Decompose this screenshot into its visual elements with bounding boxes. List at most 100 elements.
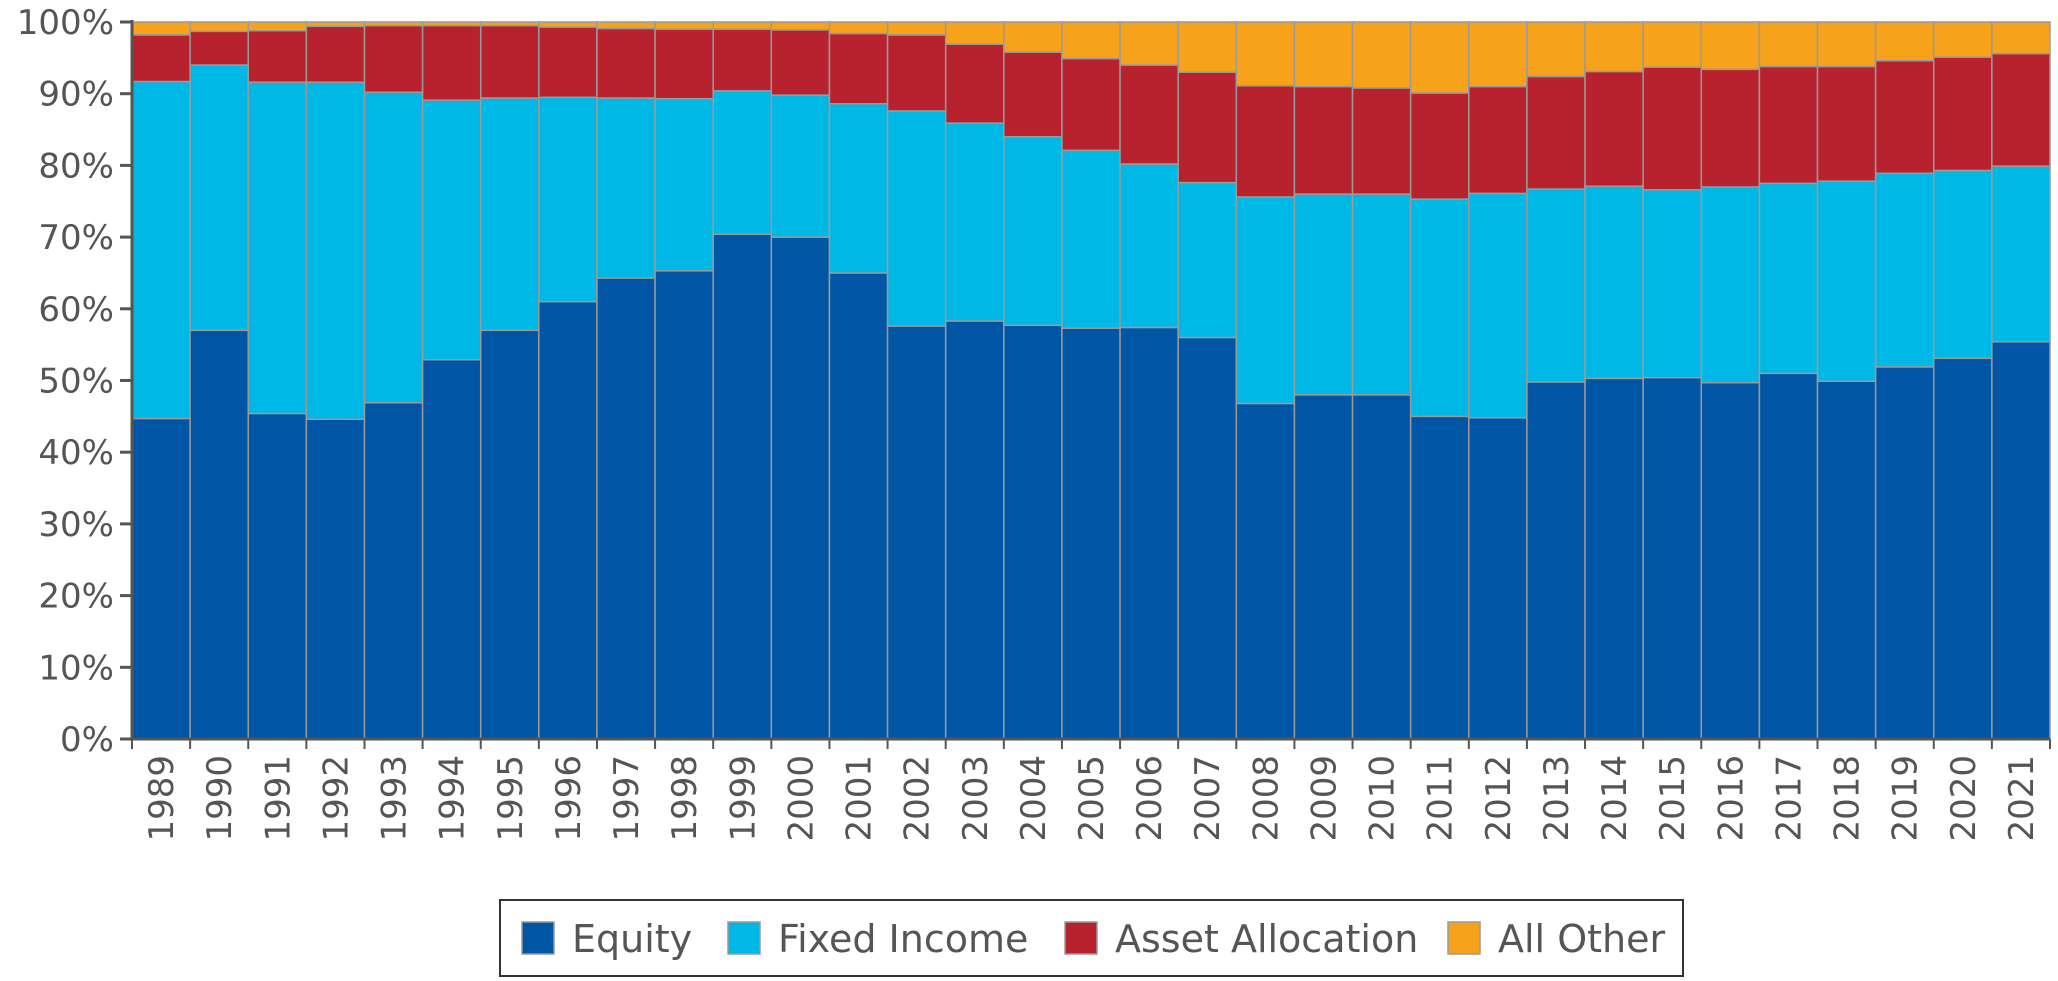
bar-equity-1993 xyxy=(363,401,424,740)
bar-asset-allocation-2019 xyxy=(1874,59,1935,175)
legend-swatch-asset-allocation xyxy=(1064,921,1098,955)
bar-asset-allocation-2010 xyxy=(1351,87,1412,195)
bar-all-other-2015 xyxy=(1642,21,1703,68)
bar-all-other-1999 xyxy=(712,21,773,30)
bar-asset-allocation-1993 xyxy=(363,24,424,94)
bar-equity-2017 xyxy=(1758,372,1819,740)
x-tick-label-2015: 2015 xyxy=(1653,755,1693,842)
bar-asset-allocation-1992 xyxy=(305,25,366,83)
bar-asset-allocation-1997 xyxy=(596,27,656,99)
bar-asset-allocation-2020 xyxy=(1933,56,1993,172)
bar-fixed-income-2021 xyxy=(1991,165,2051,343)
y-tick-label: 50% xyxy=(38,362,114,402)
x-tick-label-2013: 2013 xyxy=(1537,755,1577,842)
legend: Equity Fixed Income Asset Allocation All Ot… xyxy=(499,899,1684,977)
bar-all-other-1994 xyxy=(421,21,482,27)
bar-all-other-2016 xyxy=(1700,21,1761,71)
bar-all-other-2018 xyxy=(1816,21,1877,68)
bar-equity-2005 xyxy=(1061,327,1121,740)
bar-all-other-1996 xyxy=(538,21,598,28)
legend-label-asset-allocation: Asset Allocation xyxy=(1115,917,1418,961)
bar-all-other-2017 xyxy=(1758,21,1819,68)
bar-fixed-income-2009 xyxy=(1293,193,1354,396)
bar-fixed-income-1991 xyxy=(247,81,308,415)
bar-equity-2002 xyxy=(886,325,947,740)
bar-equity-1991 xyxy=(247,412,308,740)
bar-fixed-income-1993 xyxy=(363,91,424,404)
bar-equity-2021 xyxy=(1991,341,2051,740)
bar-fixed-income-2012 xyxy=(1468,192,1528,419)
bar-asset-allocation-2005 xyxy=(1061,57,1121,152)
x-tick-label-2018: 2018 xyxy=(1828,755,1868,842)
bar-equity-2010 xyxy=(1351,394,1412,740)
bar-equity-1995 xyxy=(479,329,540,740)
bar-asset-allocation-1994 xyxy=(421,24,482,101)
bar-asset-allocation-2011 xyxy=(1409,92,1470,200)
y-tick-label: 10% xyxy=(38,648,114,688)
x-tick-label-1999: 1999 xyxy=(723,755,763,842)
x-tick-label-1994: 1994 xyxy=(433,755,473,842)
bar-all-other-2021 xyxy=(1991,21,2051,55)
bar-all-other-2020 xyxy=(1933,21,1993,58)
bar-equity-2019 xyxy=(1874,366,1935,740)
y-tick-label: 20% xyxy=(38,577,114,617)
x-tick-label-2004: 2004 xyxy=(1014,755,1054,842)
bar-fixed-income-2007 xyxy=(1177,181,1238,339)
bar-fixed-income-2011 xyxy=(1409,198,1470,418)
x-tick-label-2014: 2014 xyxy=(1595,755,1635,842)
bar-all-other-2000 xyxy=(770,21,831,31)
bar-equity-2009 xyxy=(1293,394,1354,740)
bar-equity-2003 xyxy=(944,320,1005,740)
bar-asset-allocation-2000 xyxy=(770,29,831,96)
bar-all-other-2012 xyxy=(1468,21,1528,88)
bar-equity-1996 xyxy=(538,300,598,740)
bar-fixed-income-1997 xyxy=(596,97,656,279)
bar-asset-allocation-1990 xyxy=(189,30,249,66)
y-tick-label: 100% xyxy=(17,3,114,43)
bar-equity-1989 xyxy=(131,417,191,740)
x-tick-label-1998: 1998 xyxy=(665,755,705,842)
legend-swatch-fixed-income xyxy=(727,921,761,955)
bar-all-other-2009 xyxy=(1293,21,1354,88)
bar-fixed-income-1990 xyxy=(189,64,249,332)
bar-asset-allocation-2004 xyxy=(1003,51,1063,138)
bar-all-other-2007 xyxy=(1177,21,1238,73)
legend-label-fixed-income: Fixed Income xyxy=(778,917,1028,961)
x-tick-label-1990: 1990 xyxy=(200,755,240,842)
bar-asset-allocation-2015 xyxy=(1642,66,1703,191)
bar-fixed-income-2008 xyxy=(1235,196,1296,405)
bar-equity-2012 xyxy=(1468,417,1528,740)
x-tick-label-2011: 2011 xyxy=(1421,755,1461,842)
bar-all-other-1995 xyxy=(479,21,540,27)
x-tick-label-2005: 2005 xyxy=(1072,755,1112,842)
bar-fixed-income-1995 xyxy=(479,97,540,332)
bar-fixed-income-1999 xyxy=(712,90,773,235)
bar-fixed-income-2016 xyxy=(1700,186,1761,384)
bar-fixed-income-2020 xyxy=(1933,169,1993,360)
bar-fixed-income-1998 xyxy=(654,97,714,272)
bar-all-other-1993 xyxy=(363,21,424,27)
bar-all-other-2013 xyxy=(1526,21,1586,78)
bar-equity-2015 xyxy=(1642,376,1703,740)
bar-equity-2011 xyxy=(1409,415,1470,740)
y-tick-label: 40% xyxy=(38,433,114,473)
bar-asset-allocation-1998 xyxy=(654,28,714,100)
bar-fixed-income-2005 xyxy=(1061,149,1121,329)
x-tick-label-2019: 2019 xyxy=(1886,755,1926,842)
bar-fixed-income-2013 xyxy=(1526,188,1586,383)
x-tick-label-2009: 2009 xyxy=(1304,755,1344,842)
bar-fixed-income-2014 xyxy=(1584,185,1644,380)
bar-asset-allocation-2021 xyxy=(1991,52,2051,167)
y-tick-label: 30% xyxy=(38,505,114,545)
y-tick-label: 90% xyxy=(38,75,114,115)
bar-all-other-2005 xyxy=(1061,21,1121,60)
bar-equity-2006 xyxy=(1119,326,1179,740)
bar-equity-1998 xyxy=(654,270,714,740)
bar-all-other-1989 xyxy=(131,21,191,36)
bar-equity-2013 xyxy=(1526,381,1586,740)
x-tick-labels: 1989 1990 1991 1992 1993 1994 1995 1996 1997 1998… xyxy=(142,755,2042,842)
x-tick-label-2001: 2001 xyxy=(840,755,880,842)
bar-all-other-2002 xyxy=(886,21,947,36)
y-tick-labels: 0% 10% 20% 30% 40% 50% 60% 70% 80% 90% 100% xyxy=(17,3,114,760)
